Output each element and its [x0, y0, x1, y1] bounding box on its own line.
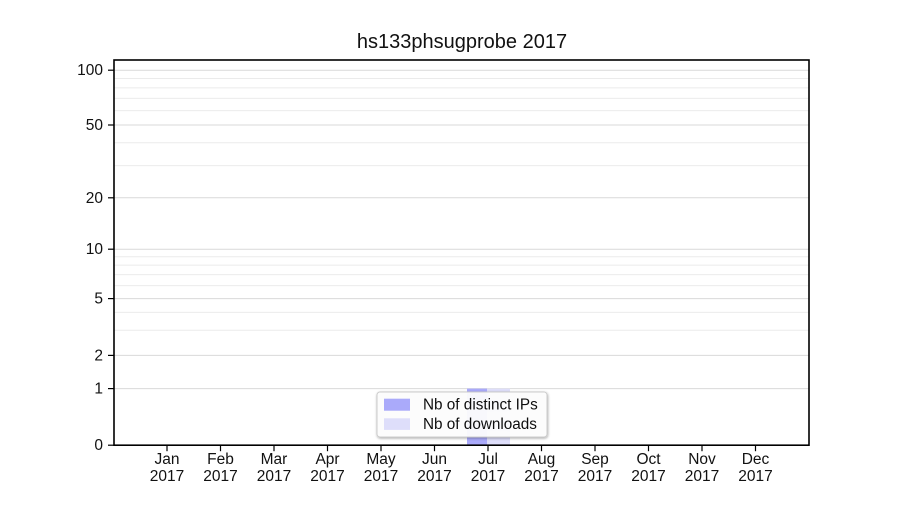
svg-text:5: 5: [94, 291, 103, 308]
svg-text:2017: 2017: [310, 468, 344, 485]
svg-text:Aug: Aug: [528, 451, 556, 468]
svg-text:Mar: Mar: [261, 451, 288, 468]
svg-text:2017: 2017: [738, 468, 772, 485]
svg-text:20: 20: [86, 190, 104, 207]
svg-text:2017: 2017: [471, 468, 505, 485]
svg-text:0: 0: [94, 437, 103, 454]
svg-text:Nb of distinct IPs: Nb of distinct IPs: [423, 397, 538, 414]
svg-text:2017: 2017: [364, 468, 398, 485]
svg-text:50: 50: [86, 117, 104, 134]
svg-text:2017: 2017: [631, 468, 665, 485]
svg-text:Nov: Nov: [688, 451, 716, 468]
svg-text:100: 100: [77, 62, 103, 79]
svg-text:Oct: Oct: [636, 451, 661, 468]
svg-text:2017: 2017: [203, 468, 237, 485]
svg-text:2017: 2017: [150, 468, 184, 485]
svg-text:2017: 2017: [578, 468, 612, 485]
svg-text:2017: 2017: [257, 468, 291, 485]
svg-text:2017: 2017: [685, 468, 719, 485]
svg-text:1: 1: [94, 381, 103, 398]
svg-text:Jan: Jan: [155, 451, 180, 468]
svg-text:2017: 2017: [417, 468, 451, 485]
svg-text:Feb: Feb: [207, 451, 234, 468]
svg-text:Sep: Sep: [581, 451, 609, 468]
svg-text:Nb of downloads: Nb of downloads: [423, 416, 537, 433]
svg-text:Dec: Dec: [742, 451, 770, 468]
svg-text:2017: 2017: [524, 468, 558, 485]
svg-text:hs133phsugprobe 2017: hs133phsugprobe 2017: [357, 31, 567, 53]
svg-text:2: 2: [94, 347, 103, 364]
svg-text:Jul: Jul: [478, 451, 498, 468]
svg-text:10: 10: [86, 241, 104, 258]
svg-text:Apr: Apr: [315, 451, 339, 468]
svg-text:May: May: [366, 451, 396, 468]
svg-text:Jun: Jun: [422, 451, 447, 468]
